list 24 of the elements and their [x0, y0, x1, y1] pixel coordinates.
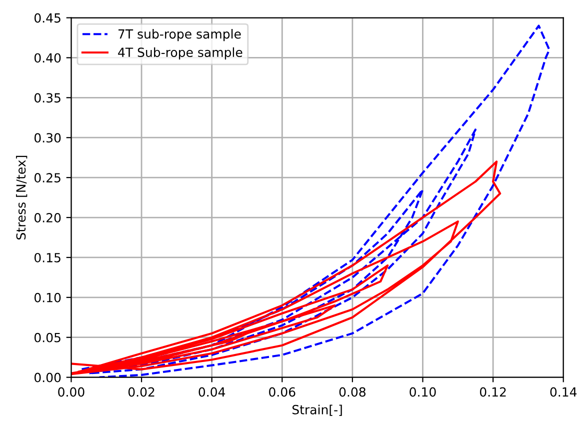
y-tick-label: 0.30 [34, 133, 61, 143]
y-tick-label: 0.00 [34, 372, 61, 382]
y-tick-label: 0.10 [34, 292, 61, 302]
legend-label: 7T sub-rope sample [118, 29, 241, 42]
x-tick-label: 0.08 [339, 387, 366, 397]
x-tick-label: 0.06 [269, 387, 296, 397]
y-tick-label: 0.20 [34, 212, 61, 222]
x-tick-label: 0.00 [58, 387, 84, 397]
y-tick-label: 0.45 [34, 13, 60, 23]
y-tick-label: 0.25 [34, 173, 60, 182]
line-series [80, 24, 550, 378]
y-tick-label: 0.15 [34, 252, 60, 262]
x-axis-title: Strain[-] [292, 404, 342, 416]
y-tick-label: 0.35 [34, 93, 60, 103]
y-axis-title: Stress [N/tex] [16, 156, 28, 240]
x-tick-label: 0.14 [550, 387, 577, 397]
legend-label: 4T Sub-rope sample [118, 47, 242, 60]
line-series [71, 160, 502, 376]
x-tick-label: 0.02 [128, 387, 154, 397]
x-tick-label: 0.12 [480, 387, 506, 397]
x-tick-label: 0.10 [410, 387, 436, 397]
y-tick-label: 0.05 [34, 332, 60, 342]
y-tick-label: 0.40 [34, 53, 61, 63]
x-tick-label: 0.04 [198, 387, 226, 397]
